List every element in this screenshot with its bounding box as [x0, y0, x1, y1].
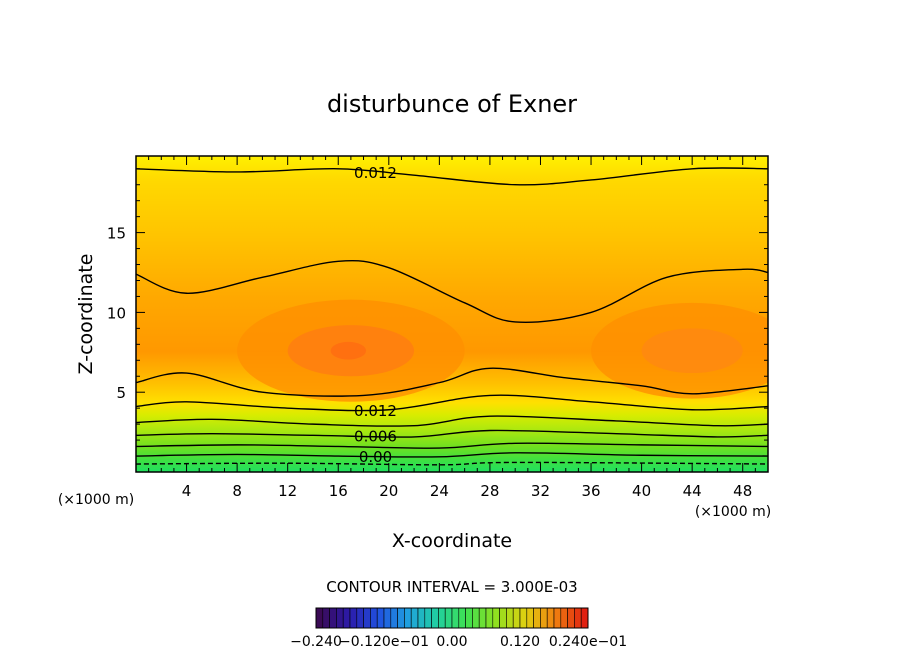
z-unit-label-right: (×1000 m): [695, 504, 771, 520]
contour-line: [136, 452, 768, 458]
colorbar-swatch: [519, 607, 528, 629]
contour-label: 0.012: [354, 164, 397, 182]
colorbar-swatch: [444, 607, 453, 629]
colorbar-swatch: [458, 607, 466, 629]
y-axis-label: Z-coordinate: [75, 254, 97, 375]
x-tick-label: 24: [430, 482, 449, 500]
x-tick-label: 36: [581, 482, 600, 500]
y-tick-label: 15: [107, 225, 126, 243]
colorbar-swatch: [438, 607, 446, 629]
colorbar-swatch: [349, 607, 358, 629]
field-maximum: [330, 341, 367, 360]
colorbar-label: 0.120: [500, 634, 540, 650]
x-axis-ticks: 4 8 12 16 20 24 28 32 36 40 44 48: [148, 156, 756, 500]
colorbar-swatch: [465, 607, 473, 629]
colorbar-swatch: [499, 607, 507, 629]
y-axis-ticks: 5 10 15: [107, 168, 768, 457]
contour-labels: 0.012 0.012 0.006 0.00: [354, 164, 397, 466]
x-tick-label: 48: [733, 482, 752, 500]
colorbar-swatch: [526, 607, 534, 629]
x-tick-label: 20: [379, 482, 398, 500]
colorbar-swatch: [410, 607, 419, 629]
x-tick-label: 32: [531, 482, 550, 500]
colorbar-swatch: [315, 607, 324, 629]
colorbar: [315, 607, 589, 629]
colorbar-swatch: [431, 607, 439, 629]
field-maximum: [641, 328, 743, 374]
colorbar-swatch: [342, 607, 351, 629]
x-unit-label-left: (×1000 m): [58, 492, 134, 508]
colorbar-swatch: [370, 607, 378, 629]
colorbar-swatch: [417, 607, 426, 629]
colorbar-swatch: [560, 607, 568, 629]
colorbar-swatch: [390, 607, 398, 629]
contour-label: 0.00: [359, 448, 392, 466]
chart-title: disturbunce of Exner: [327, 90, 577, 118]
contour-lines: [136, 167, 768, 466]
contour-line: [136, 461, 768, 466]
colorbar-swatch: [336, 607, 344, 629]
x-tick-label: 40: [632, 482, 651, 500]
contour-label: 0.012: [354, 402, 397, 420]
y-tick-label: 5: [116, 384, 126, 402]
contour-line: [136, 167, 768, 186]
colorbar-swatch: [404, 607, 412, 629]
colorbar-swatch: [472, 607, 480, 629]
x-tick-label: 44: [683, 482, 702, 500]
colorbar-label: 0.00: [436, 634, 467, 650]
colorbar-swatch: [363, 607, 371, 629]
colorbar-swatch: [506, 607, 514, 629]
contour-interval-text: CONTOUR INTERVAL = 3.000E-03: [326, 578, 577, 596]
colorbar-label: −0.120e−01: [339, 634, 429, 650]
x-tick-label: 8: [232, 482, 242, 500]
contour-line: [136, 415, 768, 427]
contour-line: [136, 429, 768, 438]
y-tick-label: 10: [107, 304, 126, 322]
colorbar-frame: [315, 607, 589, 629]
colorbar-swatch: [376, 607, 385, 629]
colorbar-swatch: [424, 607, 432, 629]
plot-area: 0.012 0.012 0.006 0.00: [136, 156, 768, 472]
colorbar-swatch: [553, 607, 562, 629]
x-tick-label: 16: [329, 482, 348, 500]
colorbar-swatch: [451, 607, 460, 629]
colorbar-swatch: [329, 607, 337, 629]
colorbar-swatch: [492, 607, 500, 629]
x-tick-label: 28: [480, 482, 499, 500]
contour-line: [136, 394, 768, 412]
contour-line: [136, 367, 768, 397]
colorbar-label: −0.240: [290, 634, 342, 650]
contour-label: 0.006: [354, 427, 397, 445]
colorbar-swatch: [574, 607, 582, 629]
x-tick-label: 4: [182, 482, 192, 500]
colorbar-swatch: [478, 607, 487, 629]
colorbar-swatch: [356, 607, 364, 629]
colorbar-swatch: [546, 607, 555, 629]
colorbar-label: 0.240e−01: [549, 634, 627, 650]
colorbar-swatch: [485, 607, 494, 629]
colorbar-swatch: [322, 607, 330, 629]
x-axis-label: X-coordinate: [392, 530, 512, 552]
colorbar-swatch: [580, 607, 589, 629]
colorbar-swatch: [540, 607, 548, 629]
colorbar-swatch: [512, 607, 521, 629]
colorbar-swatch: [383, 607, 392, 629]
contour-line: [136, 259, 768, 324]
colorbar-swatch: [533, 607, 541, 629]
x-tick-label: 12: [278, 482, 297, 500]
colorbar-swatch: [567, 607, 575, 629]
colorbar-swatch: [397, 607, 405, 629]
field-maxima: [237, 299, 768, 402]
contour-line: [136, 442, 768, 449]
colorbar-labels: −0.240−0.120e−01 0.00 0.120 0.240e−01: [290, 634, 627, 650]
